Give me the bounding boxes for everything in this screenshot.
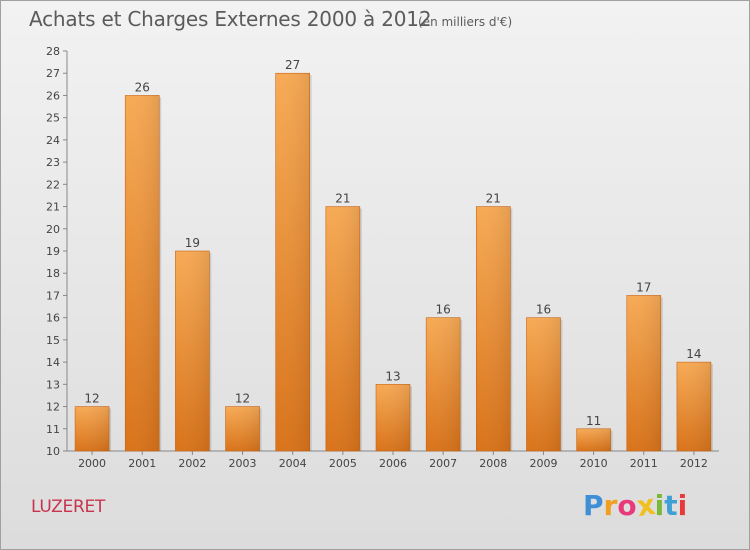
x-tick-label: 2002 [178,457,206,470]
data-label: 14 [686,347,701,361]
bar-shade [526,317,561,451]
data-label: 16 [536,303,551,317]
bar-shade [376,384,410,451]
data-label: 21 [486,192,501,206]
x-tick-label: 2011 [630,457,658,470]
y-tick-label: 13 [46,378,60,391]
x-tick-label: 2008 [479,457,507,470]
bar-shade [175,251,210,451]
bar-shade [325,206,360,451]
y-tick-label: 23 [46,156,60,169]
y-tick-label: 15 [46,334,60,347]
y-tick-label: 14 [46,356,60,369]
data-label: 12 [235,392,250,406]
y-tick-label: 22 [46,178,60,191]
bar-shade [576,428,611,451]
y-tick-label: 28 [46,45,60,58]
bar-shade [275,73,310,451]
logo-letter: t [664,489,678,522]
bar-shade [75,406,110,451]
y-tick-label: 24 [46,134,60,147]
bar-shade [676,362,711,451]
data-label: 19 [185,236,200,250]
proxiti-logo: Proxiti [583,487,688,524]
y-tick-label: 18 [46,267,60,280]
y-tick-label: 20 [46,223,60,236]
logo-letter: i [677,489,688,522]
x-tick-label: 2000 [78,457,106,470]
bar-shade [426,317,461,451]
data-label: 11 [586,414,601,428]
logo-letter: x [634,487,657,524]
commune-name: LUZERET [31,497,105,517]
y-tick-label: 17 [46,289,60,302]
x-tick-label: 2007 [429,457,457,470]
data-label: 26 [135,80,150,94]
x-tick-label: 2006 [379,457,407,470]
x-tick-label: 2004 [279,457,307,470]
data-label: 12 [84,392,99,406]
x-tick-label: 2010 [580,457,608,470]
y-tick-label: 26 [46,89,60,102]
y-tick-label: 11 [46,423,60,436]
bar-shade [626,295,661,451]
bar-shade [476,206,511,451]
logo-letter: o [617,489,637,522]
y-tick-label: 10 [46,445,60,458]
logo-letter: i [654,489,665,522]
data-label: 27 [285,58,300,72]
x-tick-label: 2005 [329,457,357,470]
data-label: 13 [385,369,400,383]
logo-letter: P [583,489,604,522]
data-label: 16 [436,303,451,317]
chart-subtitle: (en milliers d'€) [418,15,513,29]
y-tick-label: 25 [46,112,60,125]
y-tick-label: 19 [46,245,60,258]
y-tick-label: 12 [46,401,60,414]
bar-shade [225,406,260,451]
x-tick-label: 2012 [680,457,708,470]
x-tick-label: 2003 [229,457,257,470]
y-tick-label: 27 [46,67,60,80]
x-tick-label: 2001 [128,457,156,470]
y-tick-label: 16 [46,312,60,325]
data-label: 17 [636,280,651,294]
x-tick-label: 2009 [529,457,557,470]
logo-letter: r [603,489,618,522]
chart-title: Achats et Charges Externes 2000 à 2012 [29,7,432,31]
data-label: 21 [335,192,350,206]
bar-shade [125,95,160,451]
y-tick-label: 21 [46,201,60,214]
